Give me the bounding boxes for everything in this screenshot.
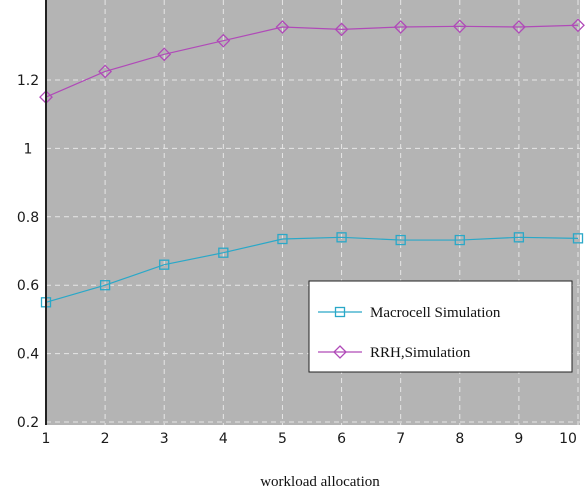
x-tick-label: 8: [455, 431, 464, 447]
x-tick-label: 1: [42, 431, 51, 447]
data-point: [571, 18, 585, 33]
legend-marker: [334, 306, 346, 318]
x-tick-label: 3: [160, 431, 169, 447]
series-2: [39, 18, 585, 105]
legend-entry: Macrocell Simulation: [318, 305, 501, 321]
series-group: [39, 18, 585, 308]
data-point: [511, 20, 526, 34]
series-line: [45, 24, 579, 98]
legend-entries: Macrocell Simulation RRH,Simulation: [318, 305, 501, 361]
y-tick-label: 0.2: [17, 415, 39, 431]
legend-marker: [333, 345, 347, 359]
x-tick-labels: 1 2 3 4 5 6 7 8 9 10: [42, 431, 577, 447]
data-point: [513, 232, 525, 243]
x-tick-label: 9: [514, 431, 523, 447]
series-line: [45, 236, 579, 303]
data-point: [334, 22, 349, 37]
data-point: [159, 259, 170, 270]
legend-label: RRH,Simulation: [370, 345, 471, 361]
data-point: [157, 47, 172, 62]
data-point: [393, 20, 408, 34]
legend-box: [308, 280, 573, 373]
data-point: [218, 247, 229, 258]
y-tick-labels: 0.2 0.4 0.6 0.8 1 1.2: [17, 73, 39, 431]
y-tick-label: 1: [24, 141, 33, 157]
series-1: [40, 232, 584, 308]
data-point: [454, 234, 465, 246]
y-tick-label: 0.8: [17, 210, 39, 226]
x-tick-label: 5: [278, 431, 287, 447]
x-tick-label: 10: [559, 431, 577, 447]
x-tick-label: 2: [101, 431, 110, 447]
data-point: [275, 20, 290, 34]
legend: Macrocell Simulation RRH,Simulation: [308, 280, 573, 373]
data-point: [395, 234, 406, 246]
x-tick-label: 7: [396, 431, 405, 447]
x-tick-label: 6: [337, 431, 346, 447]
y-tick-label: 0.4: [17, 347, 39, 363]
legend-label: Macrocell Simulation: [370, 305, 501, 321]
data-point: [452, 19, 467, 34]
y-tick-label: 1.2: [17, 73, 39, 89]
data-point: [572, 233, 584, 244]
data-point: [336, 232, 347, 243]
data-point: [216, 33, 231, 48]
legend-entry: RRH,Simulation: [318, 345, 471, 361]
data-point: [277, 233, 288, 245]
y-tick-label: 0.6: [17, 278, 39, 294]
x-tick-label: 4: [219, 431, 228, 447]
data-point: [99, 280, 111, 291]
data-point: [98, 64, 113, 79]
x-axis-label: workload allocation: [260, 474, 380, 488]
